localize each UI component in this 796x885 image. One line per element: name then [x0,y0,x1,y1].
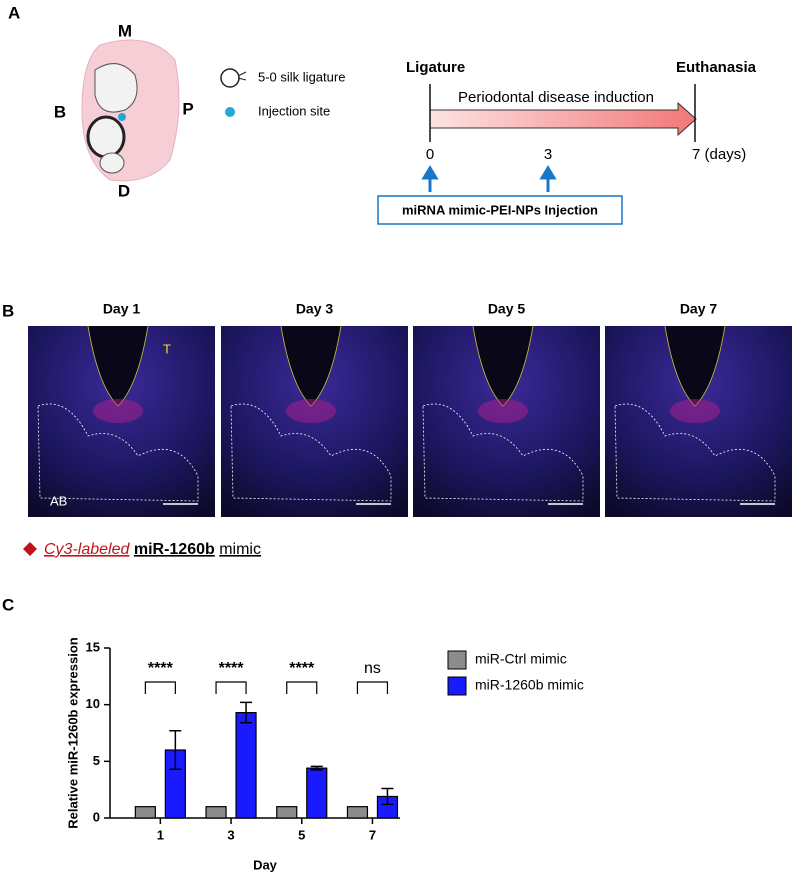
timeline-arrow [429,101,697,137]
y-tick-label: 10 [86,696,100,711]
gingiva [81,39,180,182]
y-axis-label: Relative miR-1260b expression [65,637,80,829]
legend-italic: Cy3-labeled [44,541,130,558]
signal [93,399,143,423]
tissue-outline [472,325,534,407]
x-tick-label: 3 [227,827,234,842]
tissue-outline [664,325,726,407]
x-tick-label: 5 [298,827,305,842]
bracket [356,681,389,694]
timeline-tick: 3 [544,146,552,163]
y-tick-label: 15 [86,639,100,654]
legend-label: miR-Ctrl mimic [475,651,567,667]
legend-diamond [23,542,37,556]
tissue-outline [280,325,342,407]
bar [235,711,257,819]
ligature-icon [220,68,240,88]
tooth [99,152,125,174]
significance: **** [148,660,174,677]
bar [276,806,298,819]
tooth-ligated [86,115,126,159]
ligature-icon [237,71,247,81]
timeline-start: Ligature [406,59,465,76]
legend-swatch [447,650,467,670]
timeline-tick: 0 [426,146,434,163]
tooth [94,63,138,113]
arrow-label: Periodontal disease induction [458,89,654,106]
error-bar [310,765,323,771]
image-row: Day 1 Day 3 Day 5 Day 7 [28,301,792,517]
y-tick-label: 0 [93,809,100,824]
legend-text: 5-0 silk ligature [258,69,345,84]
label: D [118,181,130,200]
injection-dot [118,113,126,121]
significance: **** [219,660,245,677]
image-mark: AB [50,493,67,508]
label: M [118,21,132,40]
bar [306,767,328,819]
injection-icon [225,107,235,117]
bar [134,806,156,819]
legend-text: Injection site [258,103,330,118]
image-title: Day 3 [296,301,334,317]
bracket [215,681,247,694]
bar-chart: 0 5 10 15 Relative miR-1260b expression Day 1 *… [65,637,583,872]
bracket [286,681,318,694]
injection-arrow [421,165,439,192]
tissue-outline [87,325,149,407]
image-title: Day 1 [103,301,141,317]
y-tick-label: 5 [93,753,100,768]
image-mark: T [163,341,171,356]
box-text: miRNA mimic-PEI-NPs Injection [402,202,598,217]
error-bar [169,729,182,771]
signal [670,399,720,423]
error-bar [381,787,394,806]
signal [286,399,336,423]
legend-rest: mimic [219,541,261,558]
legend-label: miR-1260b mimic [475,677,584,693]
injection-arrow [539,165,557,192]
bracket [144,681,176,694]
label: P [182,99,193,118]
panel-letter: B [2,301,14,320]
panel-letter: A [8,3,20,22]
image-legend: Cy3-labeled miR-1260b mimic [44,541,261,558]
image-title: Day 5 [488,301,526,317]
signal [478,399,528,423]
x-tick-label: 7 [369,827,376,842]
image-title: Day 7 [680,301,718,317]
error-bar [240,701,253,724]
legend-swatch [447,676,467,696]
significance: **** [289,660,315,677]
bar [205,806,227,819]
panel-letter: C [2,595,14,614]
injection-box [377,195,623,225]
significance: ns [364,660,381,677]
legend-bold: miR-1260b [134,541,215,558]
bar [346,806,369,819]
x-tick-label: 1 [157,827,164,842]
timeline-end: Euthanasia [676,59,757,76]
x-axis-label: Day [253,857,278,872]
label: B [54,102,66,121]
timeline-tick: 7 (days) [692,146,746,163]
